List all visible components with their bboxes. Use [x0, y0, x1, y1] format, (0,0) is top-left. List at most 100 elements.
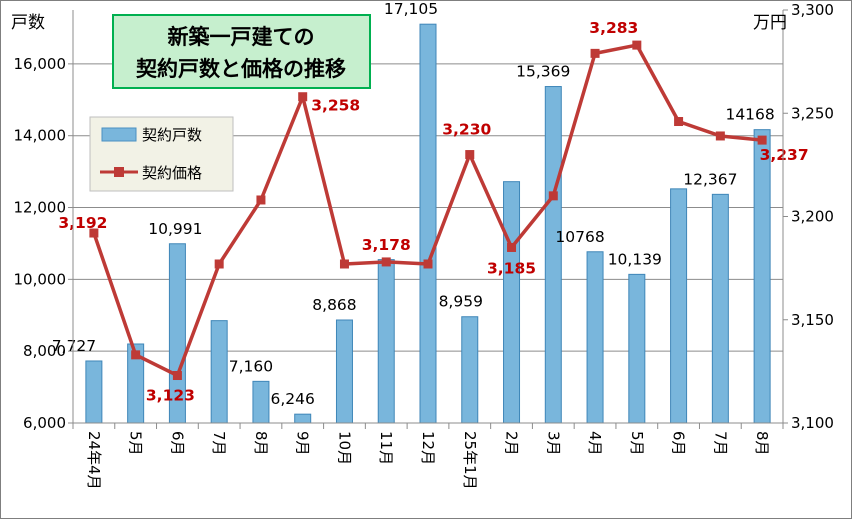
line-data-label: 3,192 [58, 214, 107, 232]
chart-title-line1: 新築一戸建ての [168, 25, 315, 49]
category-label-group: 5月 [127, 431, 145, 456]
bar-data-label: 8,959 [439, 293, 483, 311]
bar [377, 259, 395, 424]
bar-data-label: 17,105 [384, 1, 438, 18]
category-label: 8月 [252, 431, 270, 456]
bar-series [85, 23, 771, 424]
bar [335, 319, 353, 424]
bar [753, 129, 771, 424]
bar-data-label: 12,367 [683, 170, 737, 188]
bar-data-label: 14168 [725, 106, 774, 124]
bar [419, 23, 437, 424]
category-label-group: 11月 [377, 431, 395, 465]
category-label-group: 8月 [252, 431, 270, 456]
category-label: 3月 [544, 431, 562, 456]
right-tick-label: 3,150 [791, 311, 834, 329]
line-point [757, 135, 767, 145]
line-point [381, 257, 391, 267]
category-label: 24年4月 [85, 431, 103, 490]
chart-title-box: 新築一戸建ての 契約戸数と価格の推移 [112, 14, 371, 89]
category-label: 5月 [628, 431, 646, 456]
category-label: 2月 [503, 431, 521, 456]
line-point [298, 92, 308, 102]
bar [252, 380, 270, 424]
right-tick-label: 3,100 [791, 414, 834, 432]
bar [711, 193, 729, 424]
right-axis-ticks: 3,100 3,150 3,200 3,250 3,300 [783, 1, 834, 432]
line-data-label: 3,230 [442, 121, 491, 139]
legend-line-label: 契約価格 [142, 164, 202, 182]
bar [210, 320, 228, 424]
line-point [465, 150, 475, 160]
line-data-label: 3,237 [760, 146, 809, 164]
line-point [507, 242, 517, 252]
category-label: 7月 [210, 431, 228, 456]
category-label-group: 7月 [210, 431, 228, 456]
category-label: 4月 [586, 431, 604, 456]
title-box-bg [112, 14, 371, 89]
left-tick-label: 16,000 [14, 55, 67, 73]
line-point [339, 259, 349, 269]
line-point [131, 350, 141, 360]
left-tick-label: 10,000 [14, 270, 67, 288]
y-left-axis-title: 戸数 [11, 13, 45, 33]
y-right-axis-title: 万円 [753, 13, 787, 33]
chart-title-line2: 契約戸数と価格の推移 [135, 57, 346, 81]
legend: 契約戸数 契約価格 [89, 116, 234, 192]
category-label: 8月 [753, 431, 771, 456]
legend-bar-swatch [101, 127, 137, 142]
category-label: 25年1月 [461, 431, 479, 490]
category-label-group: 10月 [335, 431, 353, 465]
line-point [256, 195, 266, 205]
category-label: 5月 [127, 431, 145, 456]
category-label-group: 2月 [503, 431, 521, 456]
line-data-label: 3,185 [487, 259, 536, 277]
right-tick-label: 3,250 [791, 104, 834, 122]
category-labels: 24年4月 5月 6月 7月 8月 9月 10月 11月 12月 25年1月 2月 3月 4月 5月 6月 7… [85, 431, 771, 490]
line-series [89, 40, 767, 381]
bar [670, 188, 688, 424]
category-label-group: 12月 [419, 431, 437, 465]
category-label: 11月 [377, 431, 395, 465]
left-tick-label: 14,000 [14, 127, 67, 145]
bar [544, 86, 562, 424]
line-data-label: 3,258 [311, 97, 360, 115]
right-tick-label: 3,300 [791, 1, 834, 19]
line-point [632, 40, 642, 50]
bar-data-label: 8,868 [312, 296, 356, 314]
bar-data-labels: 7,727 10,991 7,160 6,246 8,868 17,105 8,959 15,… [52, 1, 775, 408]
left-tick-label: 12,000 [14, 199, 67, 217]
category-label-group: 25年1月 [461, 431, 479, 490]
axes [72, 10, 784, 429]
line-point [214, 259, 224, 269]
line-point [423, 259, 433, 269]
category-label-group: 3月 [544, 431, 562, 456]
line-point [674, 117, 684, 127]
bar [503, 181, 521, 424]
category-label-group: 8月 [753, 431, 771, 456]
legend-line-marker [114, 167, 124, 177]
left-tick-label: 6,000 [23, 414, 66, 432]
category-label-group: 6月 [168, 431, 186, 456]
bar-data-label: 6,246 [271, 390, 315, 408]
line-data-label: 3,123 [146, 387, 195, 405]
category-label-group: 9月 [294, 431, 312, 456]
bar-data-label: 10768 [555, 228, 604, 246]
bar [586, 251, 604, 424]
line-data-label: 3,178 [362, 236, 411, 254]
bar-data-label: 15,369 [516, 63, 570, 81]
category-label: 6月 [168, 431, 186, 456]
left-axis-ticks: 6,000 8,000 10,000 12,000 14,000 16,000 [14, 55, 73, 432]
line-point [89, 228, 99, 238]
category-label: 12月 [419, 431, 437, 465]
legend-bar-label: 契約戸数 [142, 126, 202, 144]
line-data-labels: 3,192 3,123 3,258 3,178 3,230 3,185 3,283 3,237 [58, 19, 808, 404]
line-point [548, 191, 558, 201]
category-label: 6月 [670, 431, 688, 456]
line-point [590, 48, 600, 58]
category-label-group: 5月 [628, 431, 646, 456]
bar-data-label: 7,727 [52, 337, 96, 355]
bar [628, 273, 646, 424]
